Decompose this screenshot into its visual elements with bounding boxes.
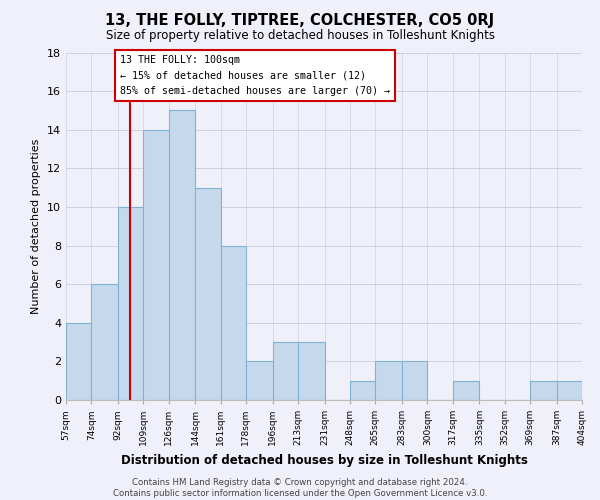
- Bar: [221, 246, 246, 400]
- Bar: [272, 342, 298, 400]
- Bar: [196, 188, 221, 400]
- Bar: [402, 362, 427, 400]
- Bar: [298, 342, 325, 400]
- Text: 13 THE FOLLY: 100sqm
← 15% of detached houses are smaller (12)
85% of semi-detac: 13 THE FOLLY: 100sqm ← 15% of detached h…: [119, 56, 389, 96]
- Y-axis label: Number of detached properties: Number of detached properties: [31, 138, 41, 314]
- Bar: [557, 380, 582, 400]
- Text: Contains HM Land Registry data © Crown copyright and database right 2024.
Contai: Contains HM Land Registry data © Crown c…: [113, 478, 487, 498]
- Bar: [66, 323, 91, 400]
- Bar: [350, 380, 376, 400]
- Bar: [169, 110, 196, 400]
- Bar: [452, 380, 479, 400]
- Bar: [376, 362, 402, 400]
- Bar: [91, 284, 118, 400]
- Bar: [530, 380, 557, 400]
- Bar: [143, 130, 169, 400]
- Bar: [246, 362, 272, 400]
- Text: 13, THE FOLLY, TIPTREE, COLCHESTER, CO5 0RJ: 13, THE FOLLY, TIPTREE, COLCHESTER, CO5 …: [106, 12, 494, 28]
- Bar: [118, 207, 143, 400]
- X-axis label: Distribution of detached houses by size in Tolleshunt Knights: Distribution of detached houses by size …: [121, 454, 527, 466]
- Text: Size of property relative to detached houses in Tolleshunt Knights: Size of property relative to detached ho…: [106, 29, 494, 42]
